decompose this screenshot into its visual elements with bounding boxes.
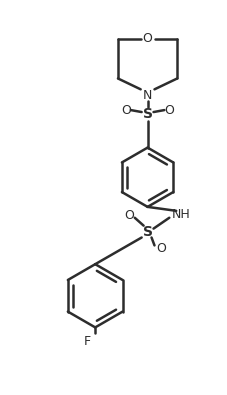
Text: O: O xyxy=(142,32,152,45)
Text: O: O xyxy=(120,103,130,117)
Text: S: S xyxy=(142,107,152,121)
Text: S: S xyxy=(142,225,152,239)
Text: O: O xyxy=(123,209,133,222)
Text: NH: NH xyxy=(171,208,190,221)
Text: F: F xyxy=(83,335,91,348)
Text: O: O xyxy=(164,103,173,117)
Text: O: O xyxy=(156,242,166,255)
Text: N: N xyxy=(142,89,152,102)
